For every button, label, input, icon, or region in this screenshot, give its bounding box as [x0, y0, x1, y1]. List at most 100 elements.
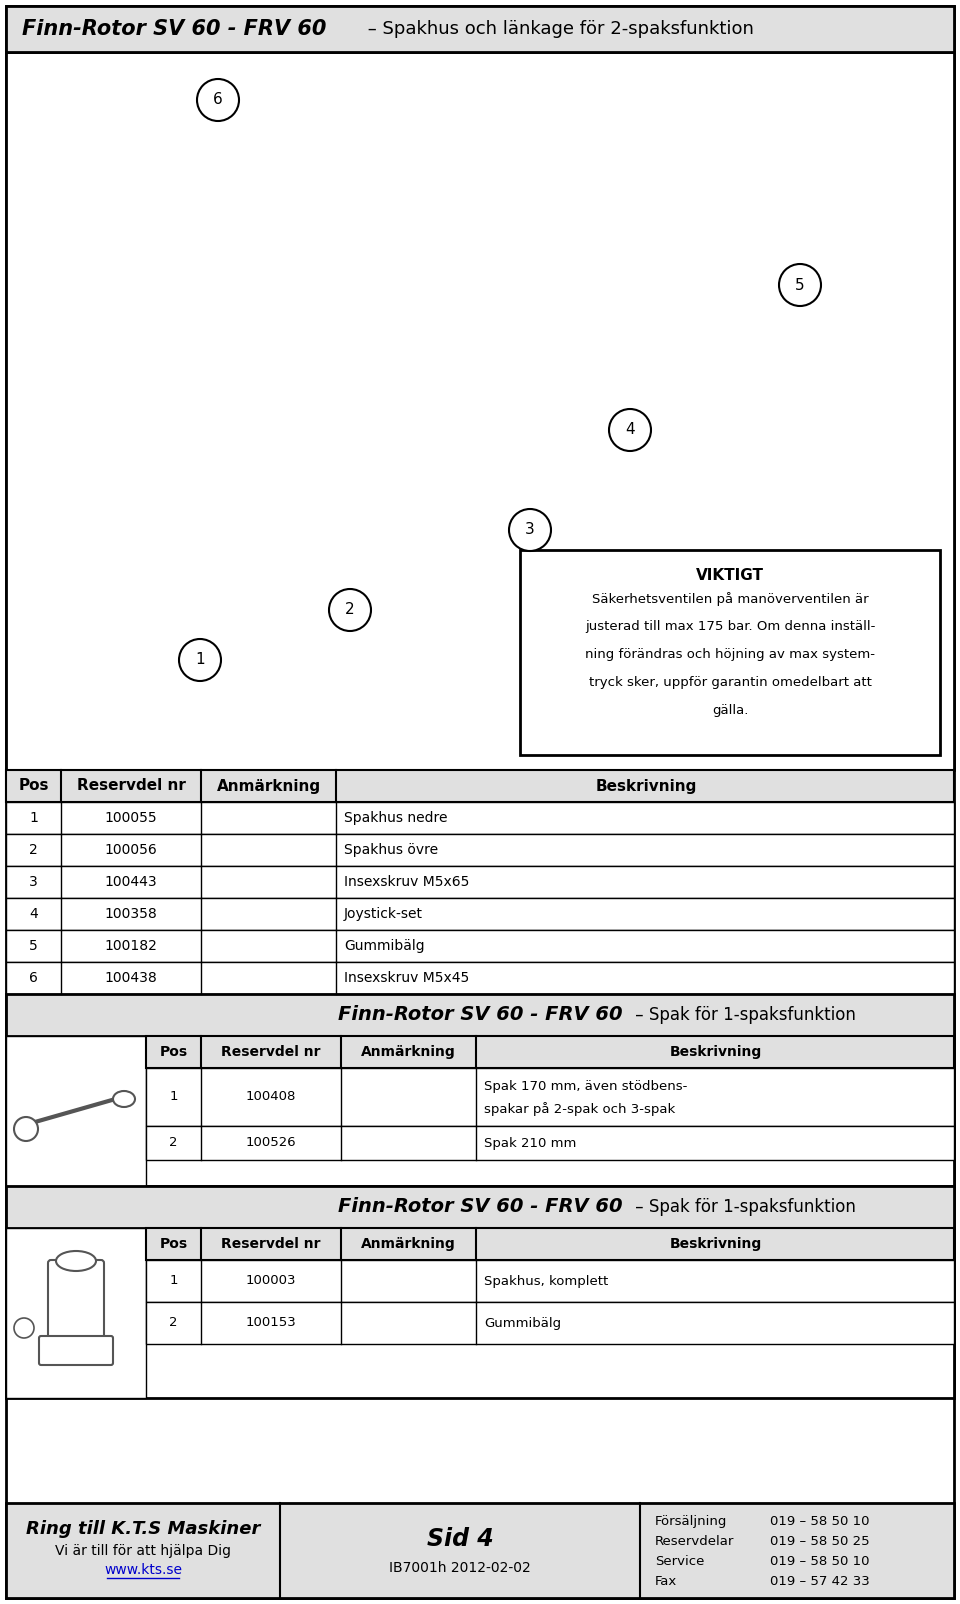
Text: 2: 2	[169, 1317, 178, 1330]
Ellipse shape	[113, 1091, 135, 1107]
Bar	[146, 1229, 954, 1261]
Text: 1: 1	[195, 653, 204, 667]
Text: gälla.: gälla.	[711, 704, 748, 717]
Text: Spakhus, komplett: Spakhus, komplett	[484, 1275, 609, 1288]
Text: Spak 170 mm, även stödbens-: Spak 170 mm, även stödbens-	[484, 1079, 687, 1092]
Bar	[6, 51, 954, 770]
Text: 1: 1	[169, 1091, 178, 1104]
Text: Finn-Rotor SV 60 - FRV 60: Finn-Rotor SV 60 - FRV 60	[338, 1006, 622, 1025]
Bar	[6, 1036, 146, 1185]
Text: Reservdel nr: Reservdel nr	[77, 778, 185, 794]
Text: Anmärkning: Anmärkning	[216, 778, 321, 794]
Text: 2: 2	[346, 603, 355, 618]
Text: 1: 1	[169, 1275, 178, 1288]
Text: Anmärkning: Anmärkning	[361, 1044, 456, 1059]
Circle shape	[609, 409, 651, 451]
Bar	[146, 1126, 954, 1160]
Text: Insexskruv M5x45: Insexskruv M5x45	[344, 970, 469, 985]
Text: – Spakhus och länkage för 2-spaksfunktion: – Spakhus och länkage för 2-spaksfunktio…	[362, 19, 754, 38]
Text: spakar på 2-spak och 3-spak: spakar på 2-spak och 3-spak	[484, 1102, 675, 1116]
Bar	[6, 898, 954, 930]
Text: 100056: 100056	[105, 844, 157, 857]
Bar	[6, 1036, 954, 1185]
Bar	[6, 994, 954, 1036]
Circle shape	[509, 508, 551, 552]
Text: Beskrivning: Beskrivning	[670, 1044, 762, 1059]
Text: Beskrivning: Beskrivning	[595, 778, 697, 794]
Bar	[146, 1068, 954, 1126]
Text: 6: 6	[213, 93, 223, 107]
Circle shape	[14, 1318, 34, 1338]
Ellipse shape	[56, 1251, 96, 1270]
Bar	[6, 1503, 954, 1598]
Bar	[6, 770, 954, 802]
Bar	[6, 866, 954, 898]
Text: 100182: 100182	[105, 938, 157, 953]
Bar	[6, 6, 954, 51]
Circle shape	[179, 638, 221, 682]
FancyBboxPatch shape	[48, 1261, 104, 1346]
Text: Beskrivning: Beskrivning	[670, 1237, 762, 1251]
Text: Pos: Pos	[18, 778, 49, 794]
Text: Reservdel nr: Reservdel nr	[221, 1237, 321, 1251]
Text: Gummibälg: Gummibälg	[484, 1317, 562, 1330]
Bar	[146, 1302, 954, 1344]
Bar	[6, 1185, 954, 1229]
Text: IB7001h 2012-02-02: IB7001h 2012-02-02	[389, 1562, 531, 1575]
Text: 019 – 58 50 10: 019 – 58 50 10	[770, 1516, 870, 1529]
Text: 6: 6	[29, 970, 38, 985]
Text: Spakhus nedre: Spakhus nedre	[344, 812, 447, 824]
Text: 2: 2	[29, 844, 37, 857]
Text: VIKTIGT: VIKTIGT	[696, 568, 764, 582]
Bar	[146, 1036, 954, 1068]
Text: Service: Service	[655, 1554, 705, 1569]
Text: ning förändras och höjning av max system-: ning förändras och höjning av max system…	[585, 648, 875, 661]
Text: 3: 3	[29, 876, 37, 889]
Text: Insexskruv M5x65: Insexskruv M5x65	[344, 876, 469, 889]
Text: Spakhus övre: Spakhus övre	[344, 844, 438, 857]
Text: Säkerhetsventilen på manöverventilen är: Säkerhetsventilen på manöverventilen är	[591, 592, 868, 606]
Text: Försäljning: Försäljning	[655, 1516, 728, 1529]
Text: – Spak för 1-spaksfunktion: – Spak för 1-spaksfunktion	[630, 1198, 856, 1216]
Bar	[6, 1229, 954, 1399]
Bar	[6, 834, 954, 866]
Text: 4: 4	[29, 906, 37, 921]
Text: www.kts.se: www.kts.se	[104, 1564, 182, 1577]
Text: 100358: 100358	[105, 906, 157, 921]
Text: Vi är till för att hjälpa Dig: Vi är till för att hjälpa Dig	[55, 1543, 231, 1557]
Text: 100153: 100153	[246, 1317, 297, 1330]
Text: Finn-Rotor SV 60 - FRV 60: Finn-Rotor SV 60 - FRV 60	[22, 19, 326, 38]
Circle shape	[197, 79, 239, 120]
Text: 100438: 100438	[105, 970, 157, 985]
Text: Pos: Pos	[159, 1237, 187, 1251]
Text: 100003: 100003	[246, 1275, 297, 1288]
Circle shape	[14, 1116, 38, 1140]
Text: tryck sker, uppför garantin omedelbart att: tryck sker, uppför garantin omedelbart a…	[588, 675, 872, 690]
Text: Fax: Fax	[655, 1575, 677, 1588]
Text: 019 – 58 50 25: 019 – 58 50 25	[770, 1535, 870, 1548]
Bar	[6, 1229, 146, 1399]
Text: Sid 4: Sid 4	[426, 1527, 493, 1551]
Text: Reservdelar: Reservdelar	[655, 1535, 734, 1548]
Bar	[6, 930, 954, 962]
Text: 019 – 57 42 33: 019 – 57 42 33	[770, 1575, 870, 1588]
Text: 5: 5	[29, 938, 37, 953]
Circle shape	[779, 265, 821, 306]
Text: Ring till K.T.S Maskiner: Ring till K.T.S Maskiner	[26, 1519, 260, 1538]
Text: Anmärkning: Anmärkning	[361, 1237, 456, 1251]
Text: Reservdel nr: Reservdel nr	[221, 1044, 321, 1059]
Text: justerad till max 175 bar. Om denna inställ-: justerad till max 175 bar. Om denna inst…	[585, 621, 876, 634]
Bar	[146, 1261, 954, 1302]
Text: 100055: 100055	[105, 812, 157, 824]
Text: 3: 3	[525, 523, 535, 537]
Text: Pos: Pos	[159, 1044, 187, 1059]
Text: Joystick-set: Joystick-set	[344, 906, 423, 921]
Bar	[520, 550, 940, 755]
Text: 100443: 100443	[105, 876, 157, 889]
Text: – Spak för 1-spaksfunktion: – Spak för 1-spaksfunktion	[630, 1006, 856, 1023]
Text: Spak 210 mm: Spak 210 mm	[484, 1137, 576, 1150]
Text: 100408: 100408	[246, 1091, 297, 1104]
Text: 019 – 58 50 10: 019 – 58 50 10	[770, 1554, 870, 1569]
Text: 4: 4	[625, 422, 635, 438]
FancyBboxPatch shape	[39, 1336, 113, 1365]
